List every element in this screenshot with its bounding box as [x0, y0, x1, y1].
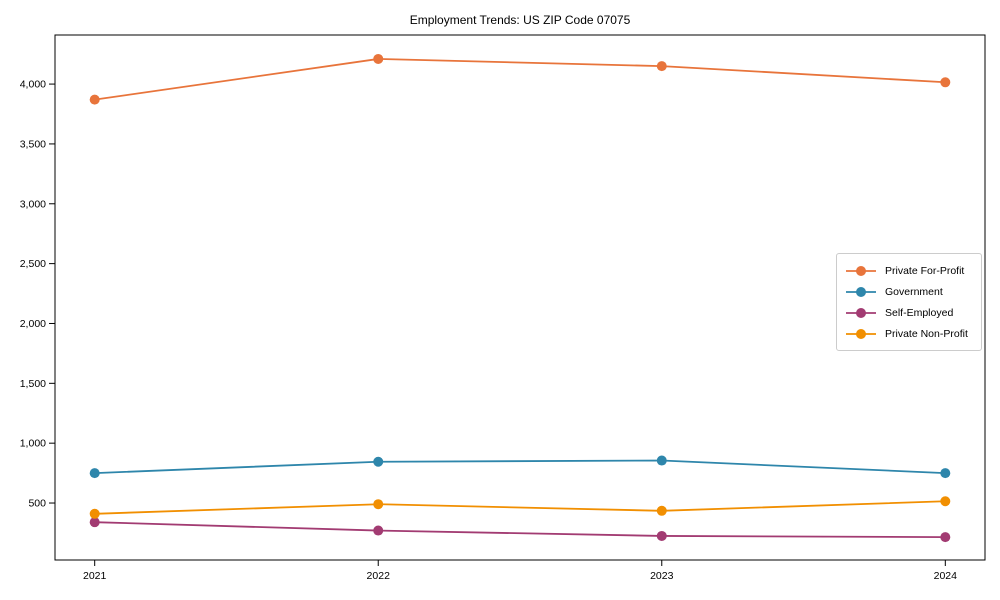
y-tick-label: 1,500 [20, 378, 46, 390]
data-point-government [940, 468, 951, 479]
data-point-private-for-profit [89, 94, 100, 105]
data-point-private-non-profit [656, 505, 667, 516]
legend-item-self-employed: Self-Employed [845, 302, 973, 323]
x-tick-label: 2022 [367, 570, 391, 582]
legend-label: Private For-Profit [885, 264, 965, 277]
legend-marker-icon [846, 307, 876, 318]
y-tick-label: 2,500 [20, 258, 46, 270]
data-point-government [656, 455, 667, 466]
legend-label: Government [885, 285, 943, 298]
data-point-self-employed [656, 530, 667, 541]
x-tick-label: 2021 [83, 570, 107, 582]
series-line-self-employed [93, 521, 947, 539]
data-point-self-employed [940, 532, 951, 543]
legend-label: Private Non-Profit [885, 327, 968, 340]
y-tick-label: 3,000 [20, 198, 46, 210]
chart-title: Employment Trends: US ZIP Code 07075 [409, 13, 631, 27]
plot-border [54, 34, 986, 561]
y-tick-label: 3,500 [20, 138, 46, 150]
data-point-government [373, 456, 384, 467]
y-tick-label: 4,000 [20, 79, 46, 91]
data-point-self-employed [373, 525, 384, 536]
series-line-government [93, 459, 947, 474]
data-point-private-non-profit [89, 508, 100, 519]
x-tick-label: 2024 [934, 570, 958, 582]
series-line-private-for-profit [93, 58, 947, 101]
data-point-private-non-profit [940, 496, 951, 507]
data-point-self-employed [89, 517, 100, 528]
data-point-government [89, 468, 100, 479]
y-tick-label: 2,000 [20, 318, 46, 330]
series-line-private-non-profit [93, 500, 947, 515]
y-tick-label: 1,000 [20, 438, 46, 450]
data-point-private-non-profit [373, 499, 384, 510]
legend-label: Self-Employed [885, 306, 954, 319]
legend-marker-icon [846, 265, 876, 276]
y-tick-label: 500 [28, 498, 46, 510]
data-point-private-for-profit [656, 61, 667, 72]
legend-marker-icon [846, 286, 876, 297]
legend-item-private-for-profit: Private For-Profit [845, 260, 973, 281]
legend-marker-icon [846, 328, 876, 339]
legend: Private For-Profit Government Self-Employe… [836, 253, 982, 351]
x-tick-label: 2023 [650, 570, 674, 582]
data-point-private-for-profit [940, 77, 951, 88]
legend-item-private-non-profit: Private Non-Profit [845, 323, 973, 344]
data-point-private-for-profit [373, 53, 384, 64]
legend-item-government: Government [845, 281, 973, 302]
